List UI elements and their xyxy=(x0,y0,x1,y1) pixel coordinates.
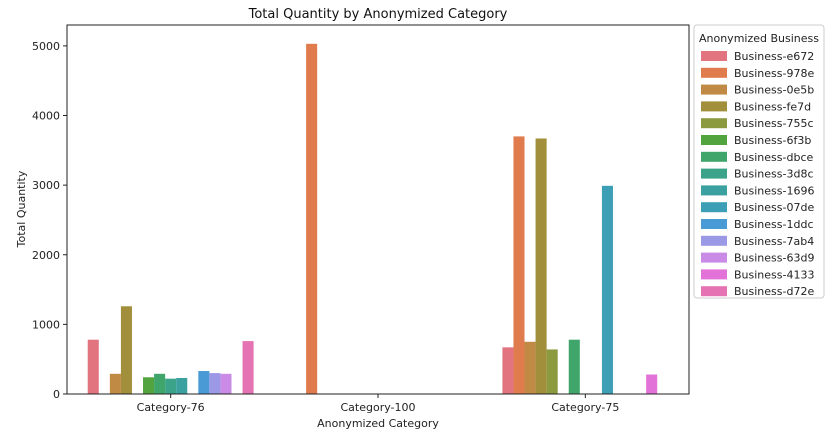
bar xyxy=(601,185,613,394)
legend-swatch xyxy=(701,51,727,61)
legend: Anonymized Business Business-e672Busines… xyxy=(693,24,825,299)
bar xyxy=(535,138,547,394)
legend-swatch xyxy=(701,185,727,196)
legend-swatch xyxy=(701,101,727,112)
bar xyxy=(109,373,121,394)
legend-label: Business-0e5b xyxy=(734,84,814,97)
bar xyxy=(242,341,254,394)
legend-label: Business-1696 xyxy=(734,184,814,197)
legend-swatch xyxy=(701,135,727,145)
bar xyxy=(306,43,318,395)
x-tick-label: Category-75 xyxy=(551,401,619,414)
bar xyxy=(143,377,155,394)
legend-title: Anonymized Business xyxy=(699,32,819,45)
y-tick-label: 3000 xyxy=(32,179,60,192)
y-tick-label: 1000 xyxy=(32,318,60,331)
legend-swatch xyxy=(701,202,727,213)
legend-label: Business-4133 xyxy=(734,268,814,281)
legend-swatch xyxy=(701,84,727,95)
legend-label: Business-6f3b xyxy=(734,134,811,147)
legend-swatch xyxy=(701,118,727,129)
y-tick-label: 0 xyxy=(53,388,60,401)
x-tick-label: Category-76 xyxy=(137,401,205,414)
legend-label: Business-07de xyxy=(734,201,814,214)
legend-label: Business-3d8c xyxy=(734,168,814,181)
bar xyxy=(87,339,99,394)
bar xyxy=(546,349,558,394)
chart-title: Total Quantity by Anonymized Category xyxy=(248,7,508,22)
y-tick-label: 5000 xyxy=(32,40,60,53)
y-axis-title: Total Quantity xyxy=(15,170,28,248)
legend-swatch xyxy=(701,151,727,162)
y-tick-label: 4000 xyxy=(32,110,60,123)
bar xyxy=(513,136,525,394)
legend-label: Business-dbce xyxy=(734,151,813,164)
bar xyxy=(220,373,232,394)
x-axis-title: Anonymized Category xyxy=(317,417,439,430)
legend-swatch xyxy=(701,286,727,297)
bar xyxy=(165,378,177,394)
legend-label: Business-63d9 xyxy=(734,252,814,265)
bar xyxy=(120,306,132,394)
legend-swatch xyxy=(701,67,727,78)
plot-area: 0 1000 2000 3000 4000 5000 Category-76 Category… xyxy=(32,24,690,414)
legend-label: Business-e672 xyxy=(734,50,814,63)
legend-swatch xyxy=(701,235,727,246)
plot-frame xyxy=(66,24,690,395)
x-tick-label: Category-100 xyxy=(340,401,415,414)
legend-swatch xyxy=(701,252,727,263)
bar xyxy=(524,341,536,394)
bar xyxy=(502,347,514,394)
legend-swatch xyxy=(701,219,727,229)
bar xyxy=(568,339,580,394)
bar xyxy=(209,373,221,394)
legend-label: Business-fe7d xyxy=(734,100,811,113)
legend-label: Business-7ab4 xyxy=(734,235,814,248)
bar xyxy=(154,373,166,394)
y-tick-label: 2000 xyxy=(32,249,60,262)
bar xyxy=(646,374,658,394)
bar xyxy=(176,377,188,394)
legend-label: Business-978e xyxy=(734,67,814,80)
legend-label: Business-d72e xyxy=(734,285,814,298)
legend-label: Business-755c xyxy=(734,117,814,130)
legend-swatch xyxy=(701,269,727,280)
legend-items: Business-e672 Business-978e Business-0e5b B… xyxy=(701,50,814,298)
legend-swatch xyxy=(701,168,727,179)
bar xyxy=(198,371,210,394)
legend-label: Business-1ddc xyxy=(734,218,814,231)
